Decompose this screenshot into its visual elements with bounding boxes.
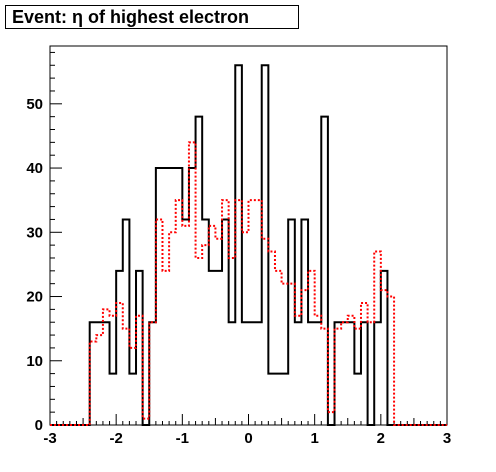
y-tick-label: 40 bbox=[26, 160, 43, 177]
y-axis: 0 10 20 30 40 50 bbox=[26, 51, 62, 434]
x-tick-label: 2 bbox=[377, 430, 385, 447]
x-tick-label: -1 bbox=[176, 430, 189, 447]
series-layer bbox=[50, 64, 447, 426]
x-tick-label: 1 bbox=[310, 430, 318, 447]
y-tick-label: 10 bbox=[26, 353, 43, 370]
y-tick-label: 20 bbox=[26, 289, 43, 306]
x-tick-label: -2 bbox=[109, 430, 122, 447]
x-tick-label: 0 bbox=[244, 430, 252, 447]
series-solid-black bbox=[50, 64, 447, 426]
x-axis: -3 -2 -1 0 1 2 3 bbox=[43, 414, 451, 447]
x-tick-label: 3 bbox=[443, 430, 451, 447]
chart-title: Event: η of highest electron bbox=[5, 5, 299, 29]
series-dotted-red bbox=[50, 141, 447, 426]
x-tick-label: -3 bbox=[43, 430, 56, 447]
y-tick-label: 50 bbox=[26, 96, 43, 113]
y-tick-label: 30 bbox=[26, 224, 43, 241]
y-tick-label: 0 bbox=[35, 417, 43, 434]
